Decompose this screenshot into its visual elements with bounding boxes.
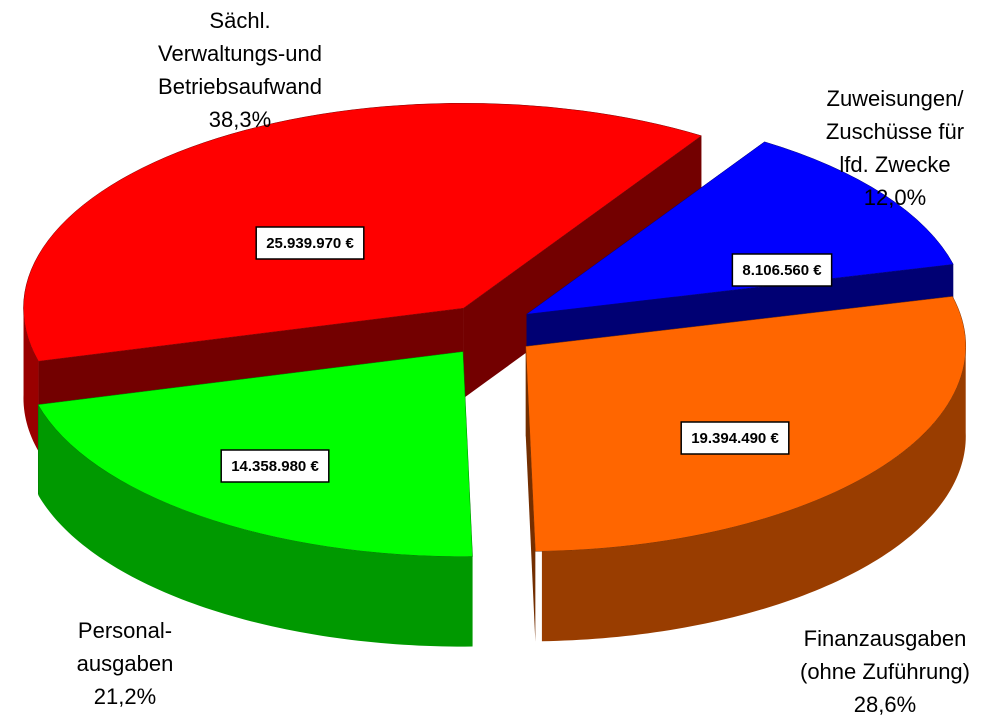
amount-label: 14.358.980 € bbox=[231, 458, 319, 475]
percent-label: 38,3% bbox=[209, 107, 271, 132]
amount-label: 19.394.490 € bbox=[691, 430, 779, 447]
category-label: Verwaltungs-und bbox=[158, 41, 322, 66]
slice bbox=[525, 296, 967, 642]
category-label: Finanzausgaben bbox=[804, 626, 967, 651]
category-label: Personal- bbox=[78, 618, 172, 643]
slice-side bbox=[463, 135, 702, 399]
amount-box bbox=[731, 253, 833, 287]
percent-label: 28,6% bbox=[854, 692, 916, 717]
percent-label: 12,0% bbox=[864, 185, 926, 210]
amount-label: 8.106.560 € bbox=[742, 262, 822, 279]
slice-top bbox=[525, 141, 954, 315]
amount-box bbox=[255, 226, 365, 260]
category-label: Betriebsaufwand bbox=[158, 74, 322, 99]
amount-box bbox=[220, 449, 330, 483]
category-label: ausgaben bbox=[77, 651, 174, 676]
amount-label: 25.939.970 € bbox=[266, 235, 354, 252]
category-label: (ohne Zuführung) bbox=[800, 659, 970, 684]
category-label: Sächl. bbox=[209, 8, 270, 33]
category-label: lfd. Zwecke bbox=[839, 152, 950, 177]
category-label: Zuweisungen/ bbox=[827, 86, 965, 111]
category-label: Zuschüsse für bbox=[826, 119, 964, 144]
amount-box bbox=[680, 421, 790, 455]
slice-side bbox=[525, 346, 536, 642]
percent-label: 21,2% bbox=[94, 684, 156, 709]
slice-wall bbox=[38, 405, 473, 647]
slice-wall bbox=[541, 342, 966, 642]
slice-wall bbox=[23, 304, 39, 452]
